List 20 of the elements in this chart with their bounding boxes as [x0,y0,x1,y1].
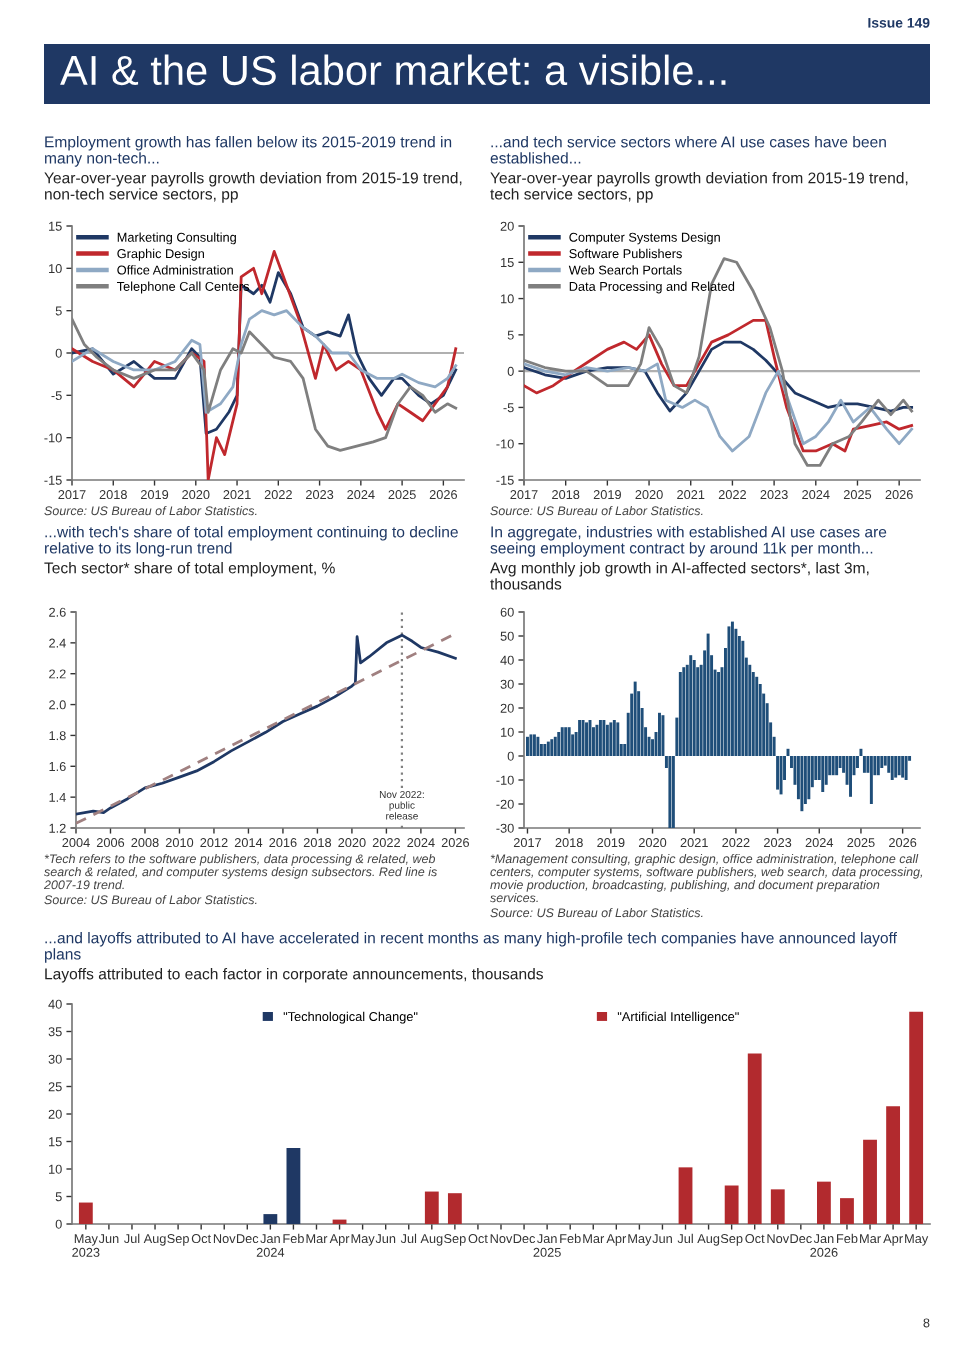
bar [863,1139,877,1224]
bar [816,1181,831,1224]
bar [286,1148,301,1224]
bar [447,1193,462,1224]
bar [770,1189,785,1224]
bar [724,1185,739,1224]
bar [78,1202,93,1224]
line-series [524,318,914,453]
bar [747,1053,762,1224]
bar [678,1167,693,1224]
bar [424,1191,439,1224]
bar [840,1198,854,1224]
line-series [524,340,914,413]
bar [263,1214,278,1224]
line-series [524,362,914,453]
bar [909,1011,924,1224]
bar [886,1106,901,1224]
line-series [72,309,458,414]
text: AI & the US labor market: a visible... [60,54,726,86]
line-series [72,250,458,480]
